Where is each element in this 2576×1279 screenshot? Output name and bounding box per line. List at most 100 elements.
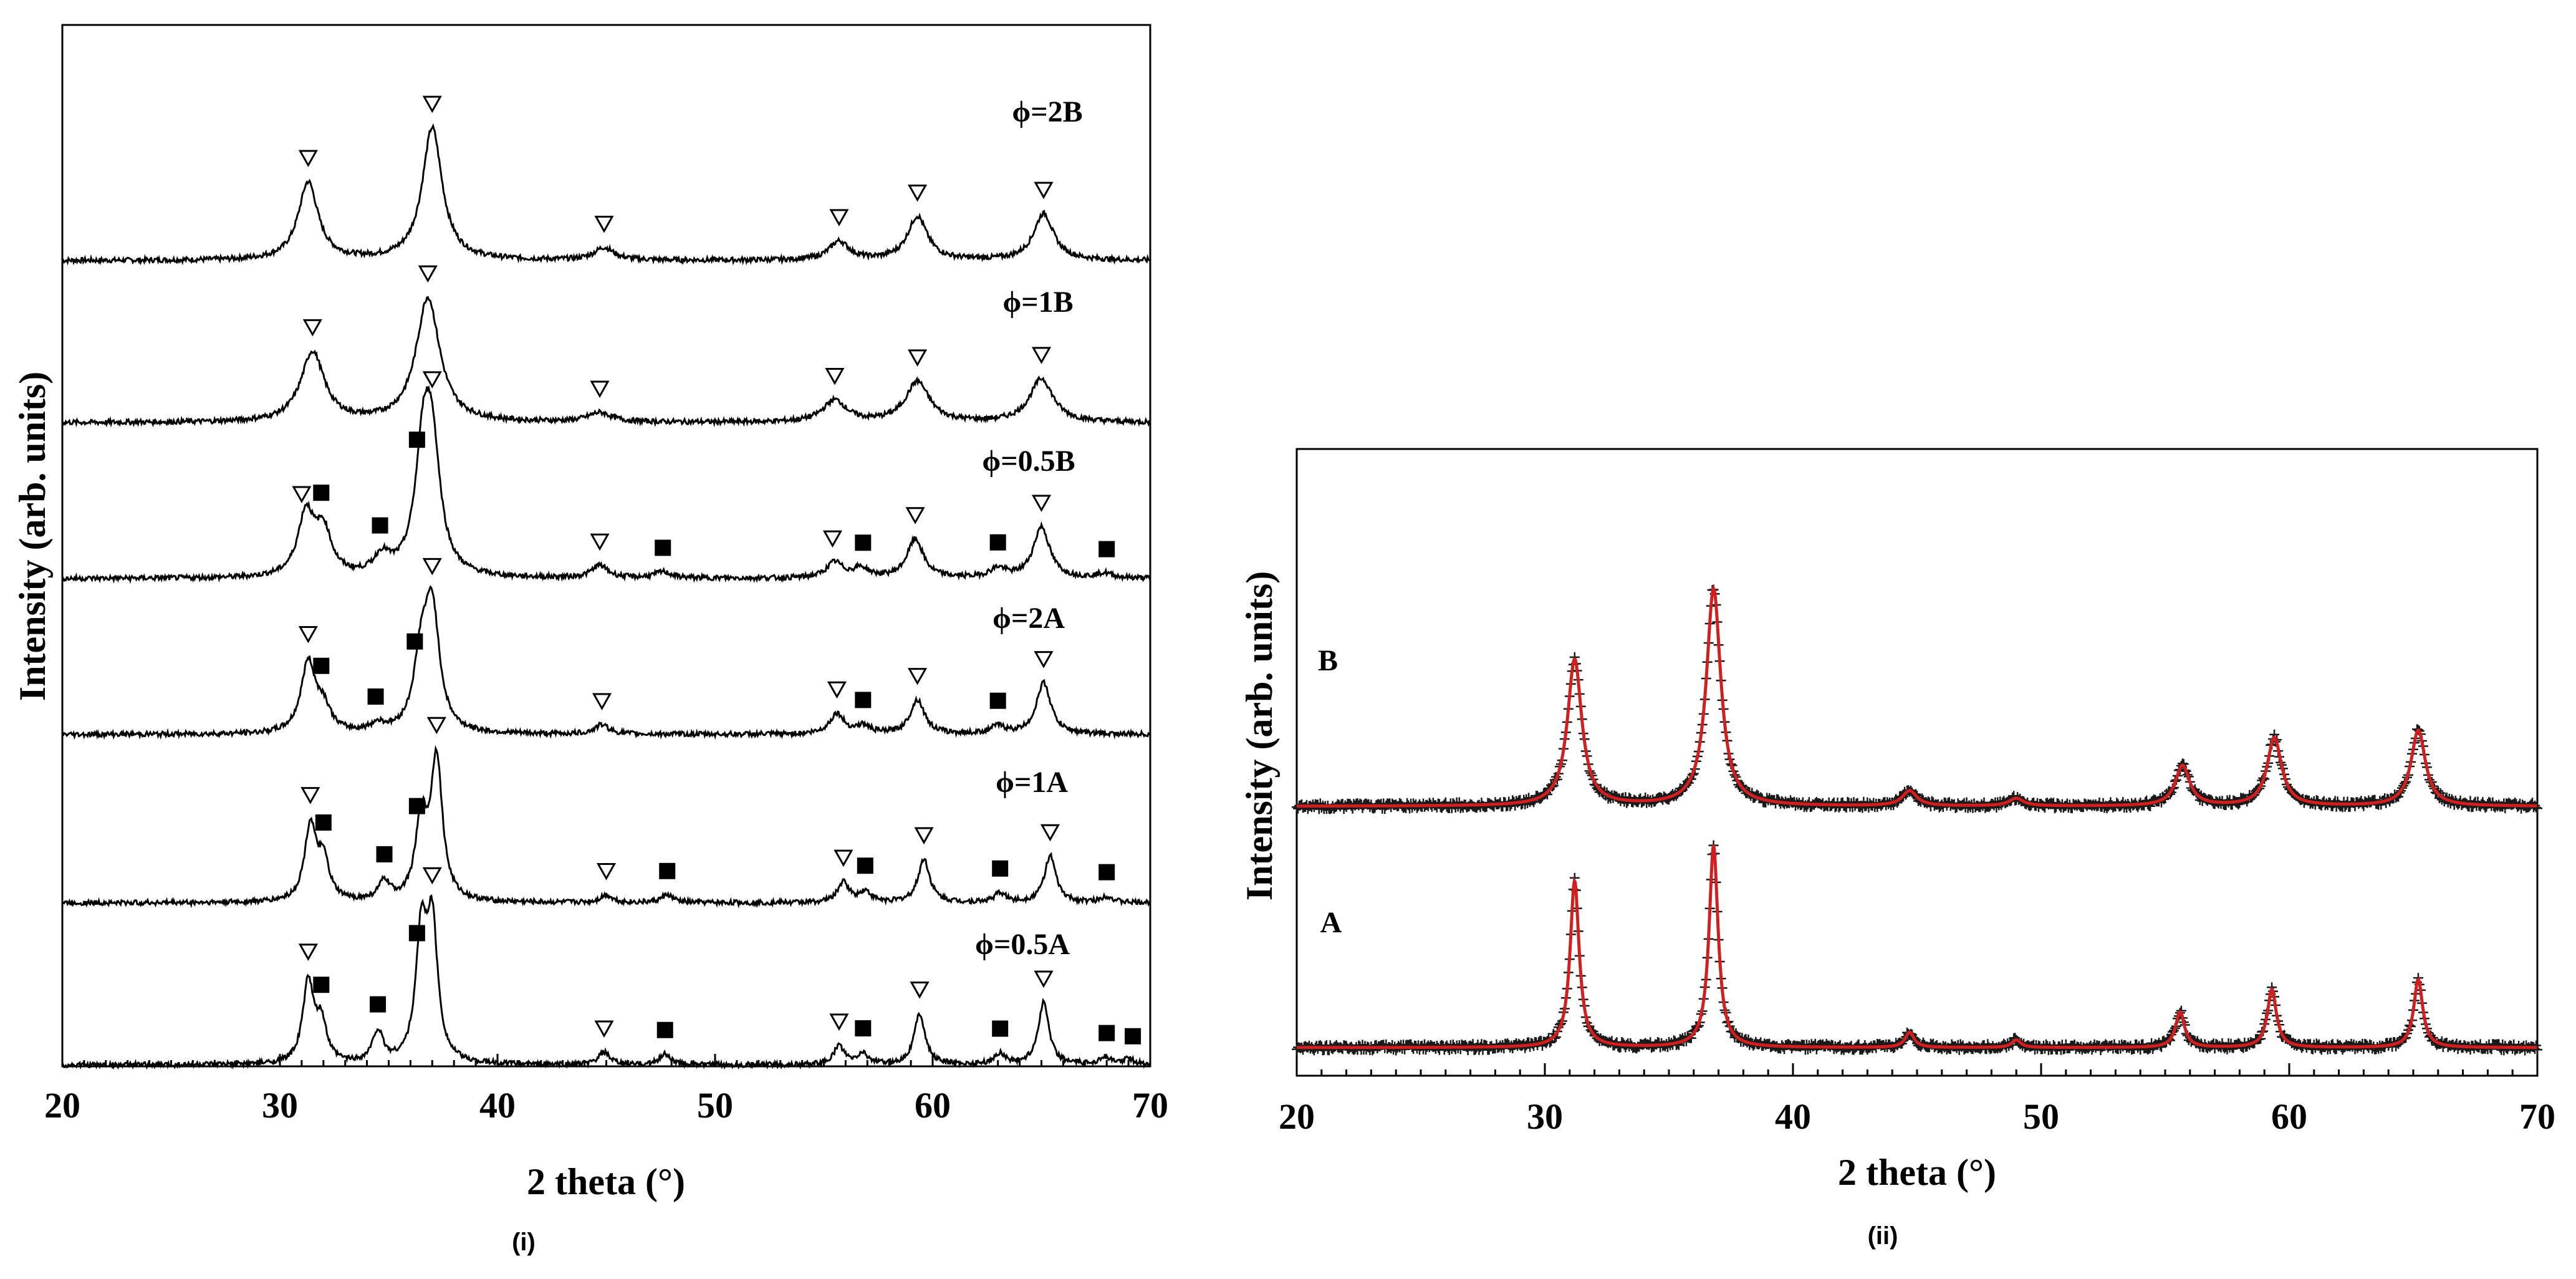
x-tick-label: 70 [2519,1096,2555,1137]
triangle-marker [1034,651,1054,668]
square-marker [408,432,425,448]
x-tick-label: 40 [1775,1096,1811,1137]
trace-2b [62,123,1151,266]
square-marker [408,925,425,942]
triangle-marker [822,530,843,548]
x-tick-label: 20 [1279,1096,1315,1137]
triangle-marker [1034,970,1054,988]
square-marker [989,534,1006,551]
triangle-marker [590,533,610,551]
square-marker [655,539,671,556]
observed-markers-b [1292,584,2542,814]
marker-group-i [292,95,1141,1045]
x-tick-label: 20 [44,1085,80,1126]
observed-points-b [1292,584,2542,814]
square-marker [656,1021,673,1038]
triangle-marker [834,849,853,867]
triangle-marker [418,265,438,283]
x-tick-label: 50 [697,1085,733,1126]
square-marker [659,862,676,879]
triangle-marker [594,216,614,233]
trace-label-a: A [1320,906,1342,939]
plot-frame-i [61,24,1151,1068]
square-marker [1098,864,1115,881]
observed-markers-a [1292,840,2542,1056]
square-marker [370,996,387,1013]
triangle-marker [905,507,925,524]
trace-label-b: B [1318,644,1338,677]
x-axis-title-ii: 2 theta (°) [1838,1152,1996,1193]
triangle-marker [829,209,849,226]
triangle-marker [829,1013,849,1031]
x-tick-label: 40 [479,1085,516,1126]
trace-0p5b [61,385,1151,584]
square-marker [992,1020,1009,1037]
x-tick-label: 70 [1132,1085,1168,1126]
square-marker [406,633,423,650]
triangle-marker [1031,495,1052,513]
triangle-marker [592,693,612,711]
trace-label-group-i: ϕ=2B ϕ=1B ϕ=0.5B ϕ=2A ϕ=1A ϕ=0.5A [975,95,1083,961]
x-axis-ticks-i: 20 30 40 50 60 70 [44,1054,1168,1126]
y-axis-title-ii: Intensity (arb. units) [1239,571,1280,900]
triangle-marker [910,982,930,999]
triangle-marker [907,668,928,685]
xrd-panel-i: ϕ=2B ϕ=1B ϕ=0.5B ϕ=2A ϕ=1A ϕ=0.5A 20 30 40 50 60 7… [12,24,1168,1256]
triangle-marker [827,681,847,699]
x-tick-label: 60 [915,1085,951,1126]
fit-line-a [1297,845,2537,1050]
triangle-marker [596,863,617,881]
trace-1a [61,745,1151,909]
square-marker [315,814,332,831]
panel-label-i: (i) [512,1228,536,1256]
triangle-marker [298,625,318,644]
panel-label-ii: (ii) [1868,1222,1898,1250]
plot-frame-ii [1295,448,2539,1077]
trace-label-0p5a: ϕ=0.5A [975,928,1070,961]
square-marker [372,517,388,534]
trace-1b [61,296,1151,428]
square-marker [855,534,872,551]
triangle-marker [292,486,312,504]
triangle-marker [1034,181,1054,200]
square-marker [408,798,425,814]
trace-label-2b: ϕ=2B [1012,95,1082,128]
x-tick-label: 30 [262,1085,298,1126]
square-marker [313,657,330,674]
triangle-marker [1040,824,1060,842]
triangle-marker [426,717,446,735]
square-marker [855,1020,872,1036]
square-marker [1098,541,1115,557]
triangle-marker [594,1020,614,1038]
triangle-marker [914,827,934,845]
trace-2a [62,585,1151,740]
triangle-marker [298,150,318,167]
triangle-marker [298,944,318,961]
square-marker [1125,1028,1141,1045]
observed-points-a [1292,840,2542,1056]
x-axis-title-i: 2 theta (°) [527,1161,685,1202]
triangle-marker [422,557,442,576]
triangle-marker [825,367,845,385]
square-marker [855,692,872,708]
trace-group-ii [1292,584,2542,1056]
x-tick-label: 30 [1527,1096,1563,1137]
triangle-marker [422,371,442,389]
square-marker [1098,1025,1115,1041]
trace-group-i [61,123,1151,1070]
triangle-marker [422,867,442,885]
x-tick-label: 50 [2023,1096,2059,1137]
y-axis-title-i: Intensity (arb. units) [12,372,53,701]
triangle-marker [302,319,322,337]
xrd-panel-ii: B A 20 30 40 50 60 70 2 theta (°) Intensity (a… [1239,448,2555,1250]
triangle-marker [422,95,442,113]
trace-label-1a: ϕ=1A [996,766,1068,799]
trace-0p5a [61,894,1151,1070]
square-marker [989,692,1006,709]
triangle-marker [590,380,610,398]
square-marker [367,688,384,705]
trace-label-0p5b: ϕ=0.5B [982,445,1075,478]
triangle-marker [907,184,928,202]
x-tick-label: 60 [2271,1096,2307,1137]
